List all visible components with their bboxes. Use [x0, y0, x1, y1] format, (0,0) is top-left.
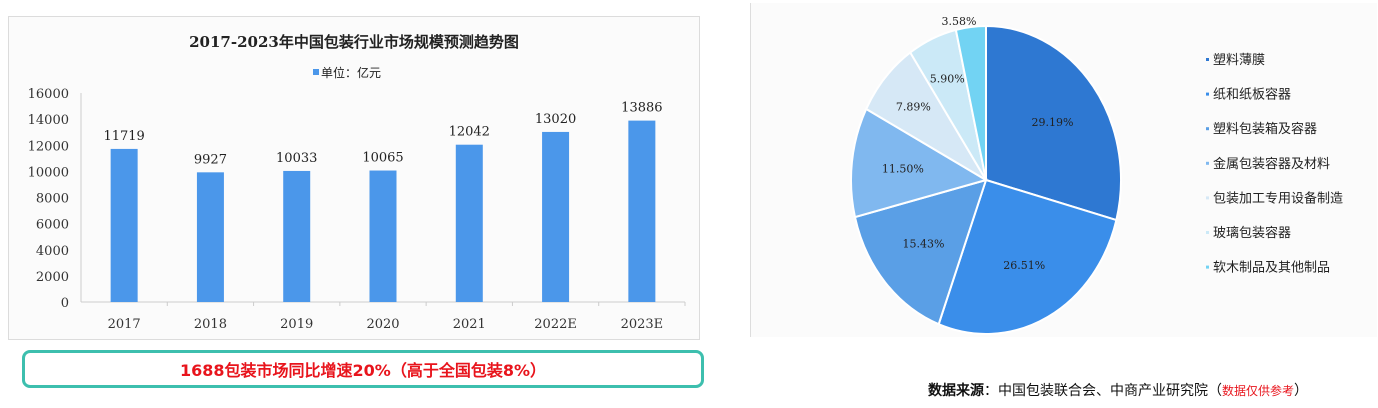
source-sep: ： — [984, 383, 998, 399]
slice-label: 3.58% — [942, 15, 977, 28]
legend-label: 塑料薄膜 — [1213, 53, 1265, 68]
legend-label: 包装加工专用设备制造 — [1213, 190, 1343, 206]
source-text: 中国包装联合会、中商产业研究院 — [998, 383, 1208, 399]
pie-slice — [937, 178, 1118, 335]
legend-swatch — [1206, 92, 1209, 96]
slice-label: 5.90% — [930, 72, 965, 85]
data-label: 11719 — [103, 129, 144, 144]
legend-label: 单位：亿元 — [321, 65, 381, 80]
pie-slice — [954, 24, 987, 181]
data-label: 9927 — [194, 152, 227, 167]
slice-label: 29.19% — [1031, 116, 1073, 129]
data-source: 数据来源：中国包装联合会、中商产业研究院（数据仅供参考） — [928, 380, 1308, 400]
legend-swatch — [313, 69, 319, 75]
legend-label: 软木制品及其他制品 — [1213, 261, 1330, 276]
legend-swatch — [1206, 231, 1209, 234]
x-tick-label: 2019 — [280, 317, 313, 332]
data-label: 10033 — [276, 151, 317, 166]
pie-chart-panel: 29.19% 26.51% 15.43% 11.50% 7.89% 5.90% 3.58% 塑… — [750, 3, 1377, 337]
legend-label: 玻璃包装容器 — [1213, 225, 1291, 241]
pie-chart: 29.19% 26.51% 15.43% 11.50% 7.89% 5.90% 3.58% 塑… — [850, 15, 1343, 335]
bar-chart-panel: 2017-2023年中国包装行业市场规模预测趋势图 单位：亿元 0 2000 400… — [8, 16, 700, 340]
source-note: 数据仅供参考 — [1222, 384, 1295, 398]
source-label: 数据来源 — [928, 383, 984, 399]
bar-chart: 2017-2023年中国包装行业市场规模预测趋势图 单位：亿元 0 2000 400… — [28, 33, 686, 332]
data-label: 13020 — [535, 112, 576, 127]
legend-swatch — [1206, 196, 1209, 200]
x-tick-label: 2017 — [108, 317, 141, 332]
bar — [283, 170, 311, 302]
legend-swatch — [1206, 127, 1209, 131]
source-open: （ — [1208, 383, 1222, 399]
y-tick-label: 14000 — [28, 113, 69, 128]
bar — [110, 148, 138, 302]
data-label: 13886 — [621, 101, 662, 116]
source-close: ） — [1294, 383, 1309, 399]
x-tick-label: 2022E — [534, 317, 577, 332]
y-tick-label: 2000 — [36, 270, 69, 285]
pie-slice — [985, 24, 1122, 222]
x-tick-label: 2020 — [366, 317, 399, 332]
bar — [542, 131, 570, 302]
callout-text: 1688包装市场同比增速20%（高于全国包装8%） — [180, 361, 546, 380]
pie-slice — [850, 107, 989, 219]
slice-label: 26.51% — [1003, 259, 1045, 272]
pie-slice — [853, 178, 988, 326]
y-tick-label: 4000 — [36, 244, 69, 259]
slice-label: 7.89% — [896, 100, 931, 113]
bar — [196, 172, 224, 302]
legend-label: 纸和纸板容器 — [1213, 87, 1291, 103]
x-tick-label: 2021 — [453, 317, 486, 332]
y-tick-label: 12000 — [28, 139, 69, 154]
legend-swatch — [1206, 265, 1209, 269]
y-tick-label: 0 — [61, 296, 69, 311]
growth-callout: 1688包装市场同比增速20%（高于全国包装8%） — [22, 350, 704, 388]
x-tick-label: 2023E — [621, 317, 664, 332]
y-tick-label: 16000 — [28, 87, 69, 102]
y-tick-label: 8000 — [36, 192, 69, 207]
slice-label: 11.50% — [882, 163, 924, 176]
chart-title: 2017-2023年中国包装行业市场规模预测趋势图 — [189, 33, 519, 51]
y-tick-label: 6000 — [36, 218, 69, 233]
bar — [628, 120, 656, 302]
x-tick-label: 2018 — [194, 317, 227, 332]
bar — [455, 144, 483, 302]
slice-label: 15.43% — [903, 238, 945, 251]
bar — [369, 170, 397, 302]
data-label: 12042 — [449, 125, 490, 140]
y-tick-label: 10000 — [28, 165, 69, 180]
legend-label: 塑料包装箱及容器 — [1213, 121, 1317, 137]
legend-swatch — [1206, 58, 1209, 61]
legend-label: 金属包装容器及材料 — [1213, 156, 1330, 172]
data-label: 10065 — [362, 151, 403, 166]
legend-swatch — [1206, 161, 1209, 165]
